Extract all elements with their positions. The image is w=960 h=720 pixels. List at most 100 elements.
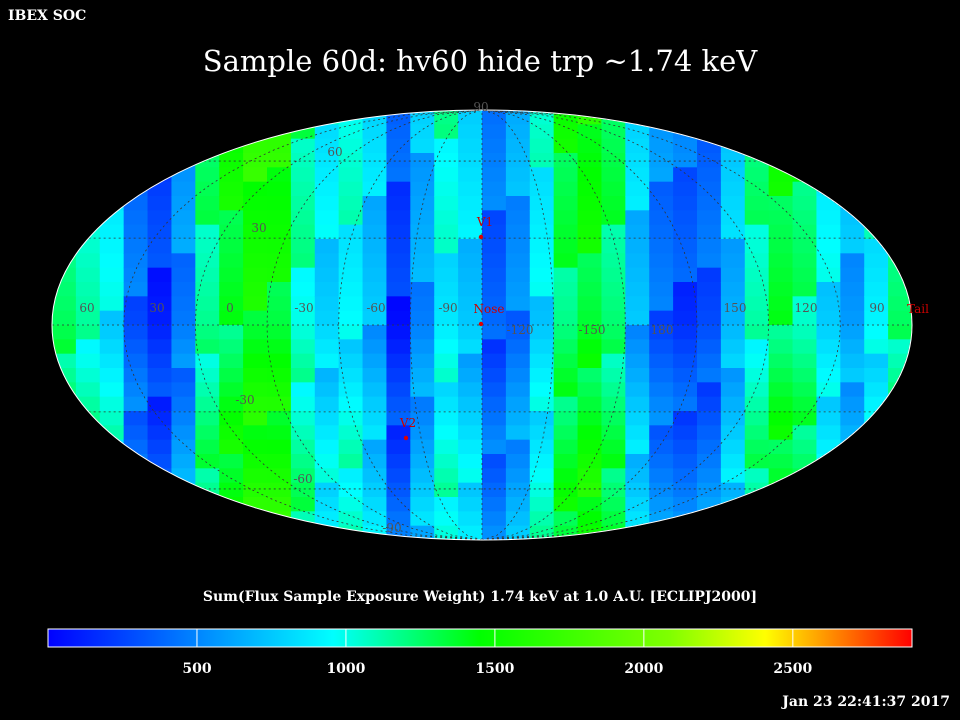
heatmap-cell (649, 368, 674, 383)
heatmap-cell (553, 153, 579, 168)
heatmap-cell (75, 282, 101, 297)
heatmap-cell (338, 210, 364, 226)
longitude-label: -90 (438, 301, 457, 315)
heatmap-cell (673, 138, 698, 154)
heatmap-cell (147, 224, 173, 240)
heatmap-cell (410, 210, 435, 226)
heatmap-cell (482, 411, 507, 426)
marker-label-tail: Tail (907, 302, 929, 316)
heatmap-cell (577, 396, 603, 412)
heatmap-cell (577, 153, 603, 168)
heatmap-cell (840, 368, 865, 383)
heatmap-cell (410, 411, 435, 426)
heatmap-cell (386, 210, 411, 226)
heatmap-cell (171, 196, 196, 211)
heatmap-cell (458, 153, 483, 168)
heatmap-cell (147, 267, 173, 283)
heatmap-cell (864, 253, 889, 269)
heatmap-cell (840, 224, 865, 240)
heatmap-cell (482, 138, 507, 154)
heatmap-cell (410, 124, 435, 140)
heatmap-cell (601, 497, 626, 512)
heatmap-cell (195, 282, 220, 297)
heatmap-cell (243, 454, 268, 469)
heatmap-cell (267, 482, 292, 498)
heatmap-cell (362, 425, 388, 441)
heatmap-cell (673, 253, 698, 269)
heatmap-cell (362, 497, 388, 512)
heatmap-cell (673, 339, 698, 355)
heatmap-cell (577, 296, 603, 312)
heatmap-cell (52, 325, 77, 340)
heatmap-cell (768, 310, 794, 326)
heatmap-cell (768, 382, 794, 398)
heatmap-cell (314, 382, 340, 398)
heatmap-cell (147, 210, 173, 226)
heatmap-cell (697, 411, 722, 426)
heatmap-cell (434, 353, 459, 369)
heatmap-cell (458, 525, 483, 540)
heatmap-cell (482, 239, 507, 254)
heatmap-cell (720, 439, 746, 455)
heatmap-cell (553, 468, 579, 484)
latitude-labels: 90 60 30 -30 -60 -90 (235, 100, 488, 535)
heatmap-cell (482, 339, 507, 355)
heatmap-cell (290, 296, 316, 312)
heatmap-cell (314, 196, 340, 211)
heatmap-cell (673, 153, 698, 168)
heatmap-cell (171, 425, 196, 441)
heatmap-cell (553, 425, 579, 441)
heatmap-cell (744, 368, 770, 383)
heatmap-cell (482, 482, 507, 498)
heatmap-cell (338, 339, 364, 355)
heatmap-cell (386, 482, 411, 498)
heatmap-cell (529, 267, 555, 283)
heatmap-cell (410, 224, 435, 240)
heatmap-cell (290, 239, 316, 254)
heatmap-cell (768, 454, 794, 469)
heatmap-cell (75, 310, 101, 326)
heatmap-cell (840, 267, 865, 283)
heatmap-cell (147, 368, 173, 383)
heatmap-cell (123, 282, 149, 297)
heatmap-cell (601, 196, 626, 211)
heatmap-cell (601, 454, 626, 469)
heatmap-cell (697, 310, 722, 326)
heatmap-cell (482, 282, 507, 297)
heatmap-cell (840, 310, 865, 326)
heatmap-cell (386, 339, 411, 355)
heatmap-cell (553, 353, 579, 369)
heatmap-cell (338, 497, 364, 512)
heatmap-cell (147, 425, 173, 441)
heatmap-cell (529, 439, 555, 455)
heatmap-cell (195, 310, 220, 326)
heatmap-cell (649, 153, 674, 168)
heatmap-cell (267, 153, 292, 168)
heatmap-cell (410, 239, 435, 254)
heatmap-cell (434, 425, 459, 441)
heatmap-cell (219, 482, 244, 498)
heatmap-cell (744, 167, 770, 183)
heatmap-cell (434, 482, 459, 498)
heatmap-cell (649, 296, 674, 312)
heatmap-cell (410, 425, 435, 441)
heatmap-cell (673, 196, 698, 211)
heatmap-cell (123, 339, 149, 355)
heatmap-cell (99, 339, 125, 355)
heatmap-cell (482, 353, 507, 369)
heatmap-cell (840, 282, 865, 297)
heatmap-cell (434, 224, 459, 240)
heatmap-cell (386, 253, 411, 269)
heatmap-cell (99, 411, 125, 426)
heatmap-cell (649, 396, 674, 412)
heatmap-cell (697, 253, 722, 269)
heatmap-cell (386, 454, 411, 469)
heatmap-cell (75, 353, 101, 369)
heatmap-cell (123, 224, 149, 240)
longitude-label: 180 (651, 323, 674, 337)
heatmap-cell (362, 325, 388, 340)
marker-nose (478, 321, 484, 327)
heatmap-cell (338, 267, 364, 283)
heatmap-cell (768, 396, 794, 412)
heatmap-cell (386, 468, 411, 484)
